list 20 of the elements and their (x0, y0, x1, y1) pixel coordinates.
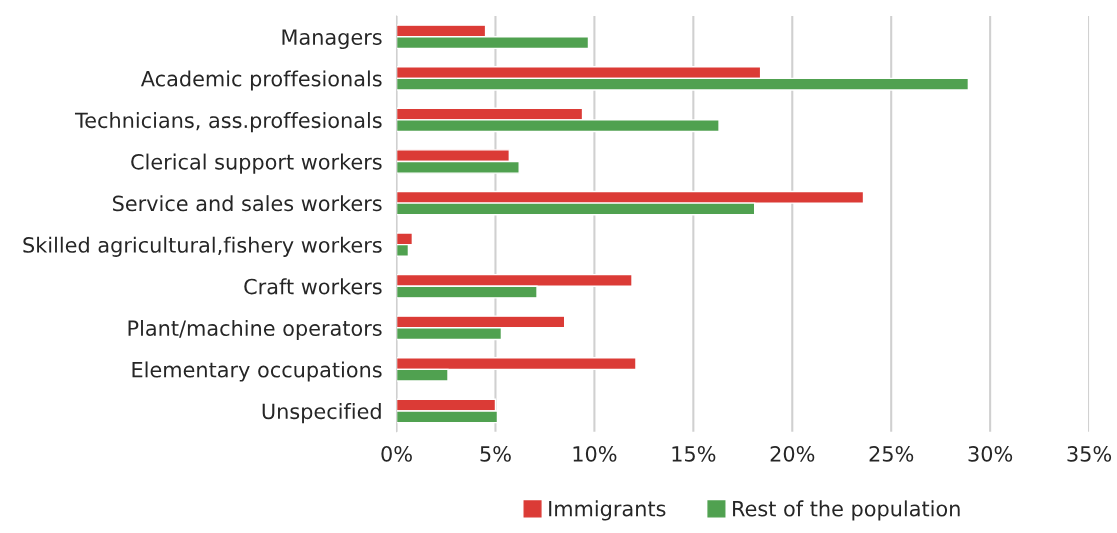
x-tick-label: 15% (672, 445, 716, 462)
x-tick-label: 20% (770, 445, 815, 462)
y-tick-label: Managers (282, 29, 382, 50)
y-tick-label: Skilled agricultural,fishery workers (23, 236, 382, 257)
y-tick-label: Elementary occupations (132, 361, 382, 382)
x-tick-label: 10% (573, 445, 617, 462)
y-tick-label: Service and sales workers (112, 195, 382, 212)
y-tick-label: Plant/machine operators (128, 319, 382, 341)
x-tick-label: 35% (1067, 445, 1112, 462)
y-tick-label: Academic proffesionals (140, 70, 382, 91)
x-tick-label: 30% (968, 445, 1013, 462)
x-tick-label: 0% (381, 445, 412, 462)
y-tick-label: Technicians, ass.proffesionals (74, 112, 382, 133)
x-tick-label: 5% (480, 445, 511, 462)
legend-label: Immigrants (549, 500, 666, 521)
x-tick-label: 25% (869, 445, 914, 462)
legend-label: Rest of the population (733, 500, 960, 521)
y-tick-label: Clerical support workers (131, 153, 382, 174)
y-tick-label: Craft workers (244, 278, 382, 295)
y-tick-label: Unspecified (262, 403, 381, 424)
